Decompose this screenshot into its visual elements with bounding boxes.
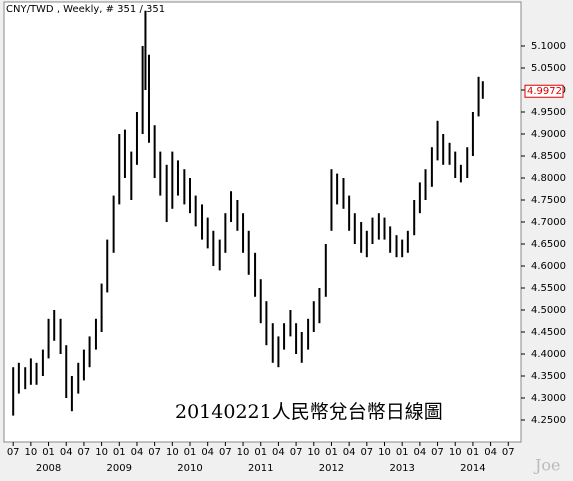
x-tick-label: 04 (60, 447, 73, 458)
plot-area (3, 1, 522, 443)
x-tick-label: 04 (413, 447, 426, 458)
y-tick-label: 4.3000 (531, 393, 566, 404)
x-tick-label: 04 (201, 447, 214, 458)
annotation: 20140221人民幣兌台幣日線圖 (175, 401, 443, 423)
x-tick-label: 07 (78, 447, 91, 458)
x-tick-label: 01 (184, 447, 197, 458)
x-tick-label: 10 (95, 447, 108, 458)
year-label: 2010 (177, 463, 202, 474)
year-label: 2011 (248, 463, 273, 474)
y-tick-label: 4.2500 (531, 415, 566, 426)
x-tick-label: 04 (272, 447, 285, 458)
y-tick-label: 4.9500 (531, 107, 566, 118)
x-tick-label: 07 (7, 447, 20, 458)
x-tick-label: 01 (113, 447, 126, 458)
y-tick-label: 4.6500 (531, 239, 566, 250)
y-tick-label: 4.8000 (531, 173, 566, 184)
y-tick-label: 5.1000 (531, 41, 566, 52)
year-label: 2009 (107, 463, 132, 474)
x-tick-label: 01 (396, 447, 409, 458)
y-tick-label: 4.7500 (531, 195, 566, 206)
y-tick-label: 4.9000 (531, 129, 566, 140)
year-label: 2008 (36, 463, 61, 474)
year-label: 2014 (460, 463, 485, 474)
x-tick-label: 10 (307, 447, 320, 458)
watermark: Joe (533, 456, 561, 475)
y-tick-label: 5.0500 (531, 63, 566, 74)
x-tick-label: 01 (254, 447, 267, 458)
x-tick-label: 10 (237, 447, 250, 458)
x-tick-label: 01 (42, 447, 55, 458)
y-tick-label: 4.7000 (531, 217, 566, 228)
x-tick-label: 10 (378, 447, 391, 458)
year-label: 2012 (319, 463, 344, 474)
x-tick-label: 07 (290, 447, 303, 458)
x-tick-label: 07 (219, 447, 232, 458)
chart-title: CNY/TWD , Weekly, # 351 / 351 (6, 4, 165, 15)
x-tick-label: 04 (484, 447, 497, 458)
last-price-box (524, 84, 564, 98)
y-tick-label: 4.6000 (531, 261, 566, 272)
year-label: 2013 (389, 463, 414, 474)
y-tick-label: 4.3500 (531, 371, 566, 382)
x-tick-label: 01 (467, 447, 480, 458)
x-tick-label: 04 (343, 447, 356, 458)
y-tick-label: 4.4000 (531, 349, 566, 360)
x-tick-label: 10 (25, 447, 38, 458)
x-tick-label: 07 (431, 447, 444, 458)
y-tick-label: 4.8500 (531, 151, 566, 162)
x-tick-label: 07 (502, 447, 515, 458)
last-price-label: 4.9972 (527, 86, 562, 97)
x-tick-label: 07 (148, 447, 161, 458)
x-tick-label: 07 (360, 447, 373, 458)
x-tick-label: 01 (325, 447, 338, 458)
y-tick-label: 4.5000 (531, 305, 566, 316)
x-tick-label: 10 (449, 447, 462, 458)
y-tick-label: 4.4500 (531, 327, 566, 338)
x-tick-label: 04 (131, 447, 144, 458)
y-tick-label: 4.5500 (531, 283, 566, 294)
x-tick-label: 10 (166, 447, 179, 458)
